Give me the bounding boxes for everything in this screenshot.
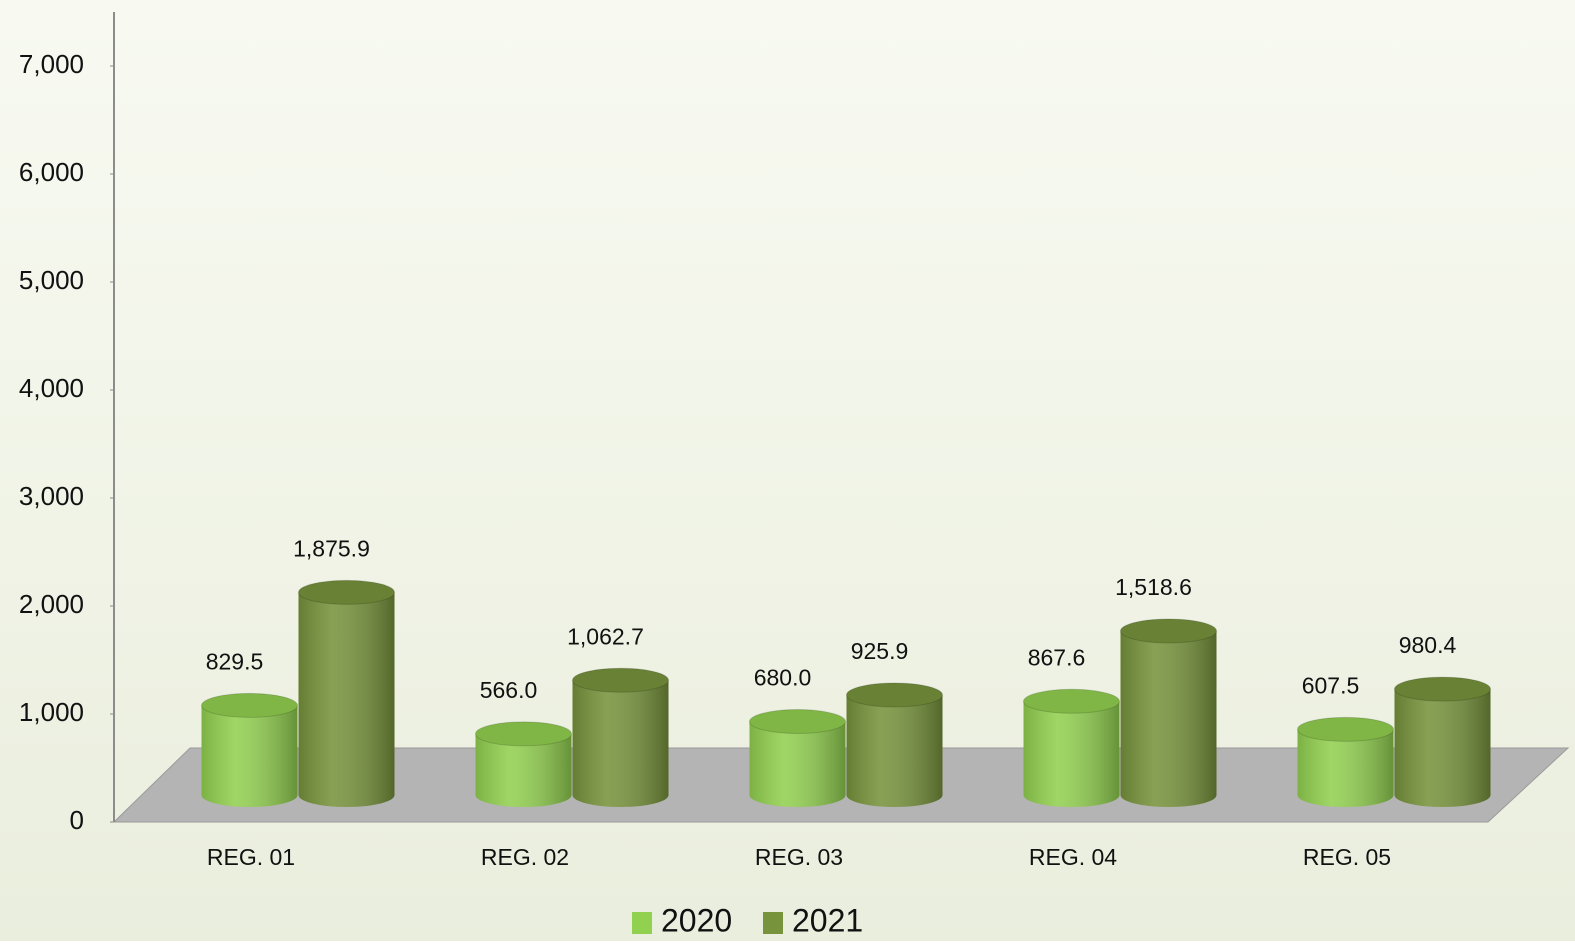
bar-part xyxy=(1297,729,1394,807)
legend-swatch xyxy=(632,912,652,934)
y-tick-label: 0 xyxy=(70,805,84,835)
bar xyxy=(1120,618,1217,807)
data-label: 829.5 xyxy=(206,648,264,674)
bar-part xyxy=(1023,701,1120,807)
bar-part xyxy=(475,721,572,746)
bar xyxy=(1394,676,1491,807)
data-label: 1,062.7 xyxy=(567,623,644,649)
data-label: 1,875.9 xyxy=(293,535,370,561)
legend-swatch xyxy=(763,912,783,934)
bar-part xyxy=(572,680,669,807)
bar-part xyxy=(298,579,395,605)
bar-part xyxy=(1394,689,1491,807)
bar xyxy=(846,682,943,807)
bar-part xyxy=(1297,717,1394,742)
data-label: 607.5 xyxy=(1302,672,1360,698)
y-tick-label: 5,000 xyxy=(19,265,84,295)
bar xyxy=(749,709,846,807)
bar-part xyxy=(475,721,572,747)
bar-part xyxy=(1023,689,1120,714)
x-tick-label: REG. 03 xyxy=(755,844,843,870)
legend-label: 2020 xyxy=(661,902,732,938)
bar-part xyxy=(298,580,395,605)
y-tick-label: 1,000 xyxy=(19,697,84,727)
bar-part xyxy=(475,733,572,807)
y-tick-label: 4,000 xyxy=(19,373,84,403)
data-label: 1,518.6 xyxy=(1115,574,1192,600)
bar xyxy=(475,721,572,807)
bar-part xyxy=(1297,716,1394,742)
data-label: 680.0 xyxy=(754,665,812,691)
bar xyxy=(1023,688,1120,807)
bar-part xyxy=(201,692,298,718)
bar-part xyxy=(201,705,298,807)
data-label: 980.4 xyxy=(1399,632,1457,658)
bar-part xyxy=(572,667,669,693)
bar-part xyxy=(749,709,846,735)
bar-part xyxy=(1394,677,1491,702)
data-label: 566.0 xyxy=(480,677,538,703)
bar-part xyxy=(1120,618,1217,644)
data-label: 867.6 xyxy=(1028,644,1086,670)
legend-label: 2021 xyxy=(792,902,863,938)
bar-part xyxy=(846,683,943,708)
bar xyxy=(201,692,298,807)
data-label: 925.9 xyxy=(851,638,909,664)
bar-part xyxy=(1120,630,1217,807)
y-tick-label: 7,000 xyxy=(19,49,84,79)
bar xyxy=(1297,716,1394,807)
x-tick-label: REG. 02 xyxy=(481,844,569,870)
y-tick-label: 3,000 xyxy=(19,481,84,511)
y-tick-label: 6,000 xyxy=(19,157,84,187)
bar-part xyxy=(846,695,943,807)
y-tick-label: 2,000 xyxy=(19,589,84,619)
bar-part xyxy=(749,721,846,807)
bar xyxy=(298,579,395,807)
x-tick-label: REG. 04 xyxy=(1029,844,1117,870)
x-tick-label: REG. 05 xyxy=(1303,844,1391,870)
bar-part xyxy=(298,592,395,807)
bar-part xyxy=(572,668,669,693)
bar-part xyxy=(749,709,846,734)
bar-part xyxy=(846,682,943,708)
x-tick-label: REG. 01 xyxy=(207,844,295,870)
bar-part xyxy=(1023,688,1120,714)
bar xyxy=(572,667,669,807)
bar-part xyxy=(1120,618,1217,643)
bar-part xyxy=(1394,676,1491,702)
bar-part xyxy=(201,693,298,718)
